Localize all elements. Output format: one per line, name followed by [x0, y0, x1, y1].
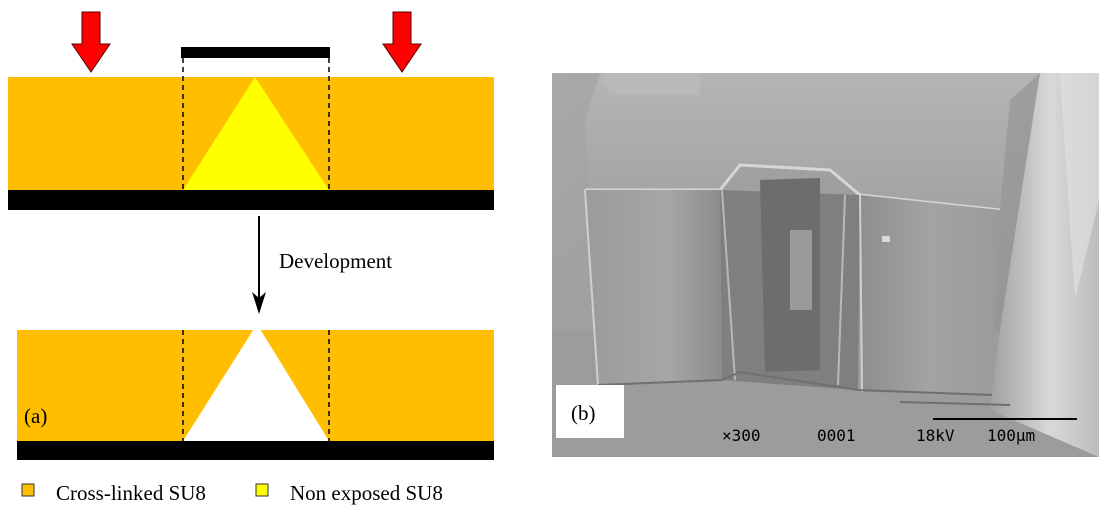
legend-swatch-crosslinked: [21, 483, 35, 497]
legend-label-crosslinked: Cross-linked SU8: [56, 481, 206, 505]
sem-image-id: 0001: [817, 426, 856, 445]
panel-b-label-box: [556, 385, 624, 438]
development-arrowhead-icon: [252, 292, 266, 314]
legend: Cross-linked SU8 Non exposed SU8: [21, 481, 443, 505]
legend-label-nonexposed: Non exposed SU8: [290, 481, 443, 505]
su8-unexposed-region: [183, 77, 329, 190]
sem-magnification: ×300: [722, 426, 761, 445]
exposure-arrow-left-icon: [71, 11, 111, 73]
developed-cavity: [183, 324, 329, 441]
photomask: [181, 47, 330, 58]
substrate-top: [8, 190, 494, 210]
panel-a-label: (a): [24, 404, 47, 428]
sem-scale-label: 100μm: [987, 426, 1035, 445]
substrate-bottom: [17, 441, 494, 460]
development-label: Development: [279, 249, 392, 273]
legend-swatch-nonexposed: [255, 483, 269, 497]
panel-b-label: (b): [571, 401, 596, 425]
exposure-arrow-right-icon: [382, 11, 422, 73]
panel-b-sem-image: (b) ×300 0001 18kV 100μm: [552, 73, 1099, 457]
sem-voltage: 18kV: [916, 426, 955, 445]
panel-a: Development (a): [8, 11, 494, 460]
